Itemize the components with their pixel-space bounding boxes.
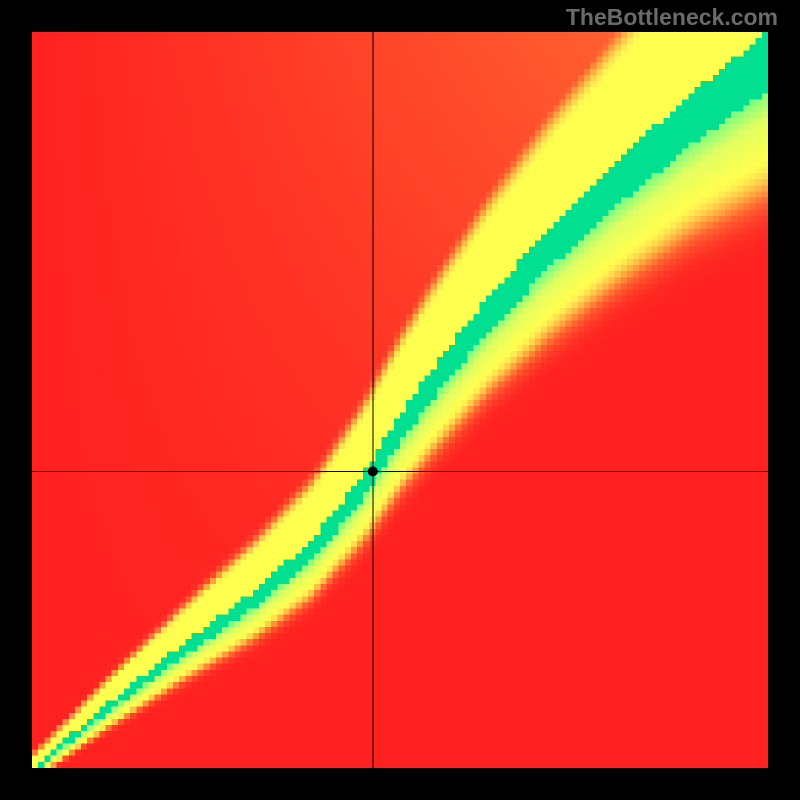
overlay-svg bbox=[0, 0, 800, 800]
crosshair-marker bbox=[368, 466, 378, 476]
watermark-text: TheBottleneck.com bbox=[566, 4, 778, 31]
chart-container: TheBottleneck.com bbox=[0, 0, 800, 800]
